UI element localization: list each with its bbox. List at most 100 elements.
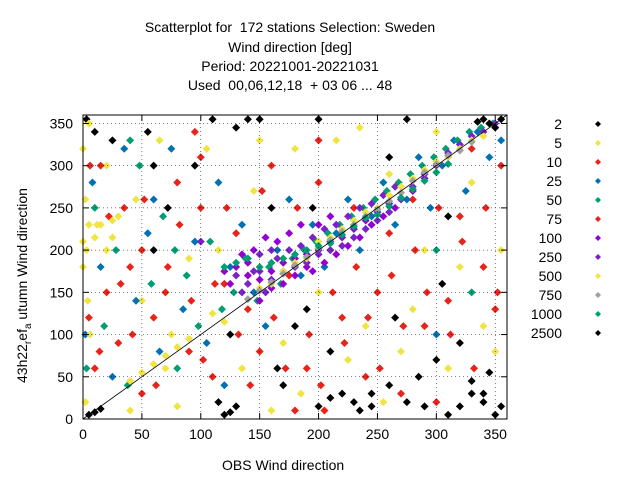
data-point bbox=[147, 279, 156, 288]
data-point bbox=[232, 271, 241, 280]
data-point bbox=[293, 203, 302, 212]
data-point bbox=[379, 398, 388, 407]
data-point bbox=[86, 161, 95, 170]
data-point bbox=[305, 330, 314, 339]
data-point bbox=[438, 279, 447, 288]
data-point bbox=[249, 267, 258, 276]
data-point bbox=[314, 178, 323, 187]
data-point bbox=[261, 322, 270, 331]
data-point bbox=[108, 233, 117, 242]
data-point bbox=[285, 271, 294, 280]
data-point bbox=[226, 330, 235, 339]
data-point bbox=[420, 402, 429, 411]
data-point bbox=[332, 136, 341, 145]
data-point bbox=[402, 195, 411, 204]
legend-item: 2 bbox=[554, 116, 601, 132]
data-point bbox=[279, 381, 288, 390]
data-point bbox=[249, 187, 258, 195]
data-point bbox=[173, 343, 182, 352]
data-point bbox=[202, 339, 211, 347]
data-point bbox=[434, 203, 443, 212]
data-point bbox=[385, 153, 394, 162]
data-point bbox=[385, 202, 394, 211]
data-point bbox=[379, 212, 388, 221]
legend-item: 25 bbox=[546, 173, 601, 189]
y-tick-label: 350 bbox=[50, 115, 74, 131]
data-point bbox=[86, 330, 95, 339]
data-point bbox=[269, 313, 278, 322]
data-point bbox=[149, 360, 158, 369]
data-point bbox=[349, 398, 358, 407]
legend-marker bbox=[595, 311, 601, 317]
data-point bbox=[108, 136, 117, 145]
diagonal-line bbox=[82, 114, 508, 420]
data-point bbox=[455, 146, 464, 155]
data-point bbox=[214, 398, 223, 407]
data-point bbox=[461, 187, 470, 195]
data-point bbox=[96, 263, 105, 271]
data-point bbox=[90, 408, 99, 417]
data-point bbox=[90, 127, 99, 136]
legend-marker bbox=[595, 121, 601, 127]
data-point bbox=[302, 263, 311, 271]
legend-label: 500 bbox=[539, 268, 563, 284]
data-point bbox=[314, 288, 323, 297]
data-point bbox=[255, 286, 264, 295]
data-point bbox=[420, 322, 429, 331]
data-point bbox=[108, 372, 117, 381]
data-point bbox=[190, 127, 199, 136]
data-point bbox=[196, 237, 205, 246]
data-point bbox=[296, 220, 305, 229]
legend-item: 1000 bbox=[531, 306, 601, 322]
data-point bbox=[102, 161, 111, 170]
data-point bbox=[296, 389, 305, 398]
grid-lines bbox=[82, 114, 508, 420]
data-point bbox=[246, 381, 255, 390]
axes: 0 50 100 150 200 250 300 350 0 50 100 150 200 250 300 3… bbox=[50, 114, 508, 442]
data-point bbox=[432, 168, 441, 177]
data-point bbox=[399, 322, 408, 331]
data-point bbox=[267, 267, 276, 276]
data-point bbox=[267, 284, 276, 293]
data-point bbox=[302, 305, 311, 314]
chart-title-line-3: Period: 20221001-20221031 bbox=[201, 58, 379, 74]
data-point bbox=[128, 330, 137, 339]
data-point bbox=[126, 263, 135, 271]
data-point bbox=[232, 123, 241, 132]
x-axis-label: OBS Wind direction bbox=[222, 457, 345, 473]
data-point bbox=[175, 220, 184, 229]
data-point bbox=[137, 389, 146, 398]
data-point bbox=[126, 406, 135, 415]
data-point bbox=[338, 389, 347, 398]
data-point bbox=[285, 195, 294, 204]
data-point bbox=[364, 313, 373, 322]
legend-marker bbox=[595, 254, 601, 260]
data-point bbox=[485, 368, 494, 377]
legend-label: 25 bbox=[546, 173, 562, 189]
data-point bbox=[408, 305, 417, 314]
data-point bbox=[444, 159, 453, 168]
data-point bbox=[314, 136, 323, 145]
x-tick-label: 250 bbox=[366, 426, 390, 442]
data-point bbox=[96, 220, 105, 229]
legend-label: 250 bbox=[539, 249, 563, 265]
data-point bbox=[279, 254, 288, 263]
data-point bbox=[355, 406, 364, 415]
legend-marker bbox=[595, 235, 601, 241]
y-tick-label: 250 bbox=[50, 200, 74, 216]
data-point bbox=[232, 229, 241, 238]
data-point bbox=[479, 389, 488, 398]
data-point bbox=[185, 334, 193, 343]
data-point bbox=[332, 220, 341, 229]
legend-item: 100 bbox=[539, 230, 601, 246]
data-point bbox=[249, 288, 258, 297]
data-point bbox=[202, 144, 211, 153]
data-point bbox=[220, 410, 229, 419]
data-point bbox=[458, 237, 467, 246]
data-point bbox=[84, 220, 93, 229]
data-point bbox=[326, 347, 335, 356]
chart-title-line-2: Wind direction [deg] bbox=[228, 39, 352, 55]
data-point bbox=[379, 178, 388, 187]
data-point bbox=[279, 269, 288, 278]
